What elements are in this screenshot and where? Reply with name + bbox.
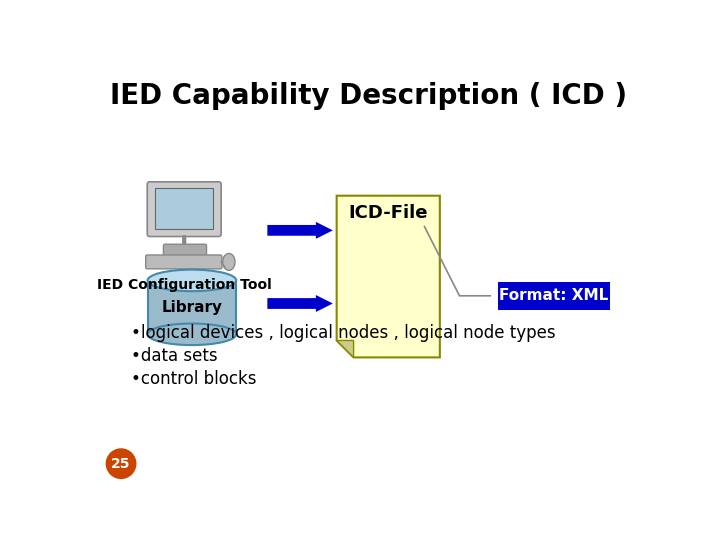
Text: •data sets: •data sets [130,347,217,365]
Polygon shape [267,295,333,312]
FancyBboxPatch shape [148,182,221,237]
Ellipse shape [148,269,236,291]
Text: •control blocks: •control blocks [130,370,256,388]
FancyBboxPatch shape [498,282,610,309]
Ellipse shape [148,323,236,345]
FancyBboxPatch shape [163,244,207,256]
Ellipse shape [222,253,235,271]
Text: Library: Library [161,300,222,315]
FancyBboxPatch shape [145,255,222,269]
Text: Format: XML: Format: XML [499,288,608,303]
Polygon shape [337,195,440,357]
Text: IED Configuration Tool: IED Configuration Tool [96,278,271,292]
Circle shape [106,448,137,479]
FancyBboxPatch shape [89,63,649,483]
Polygon shape [267,222,333,239]
Text: ICD-File: ICD-File [348,204,428,221]
Text: IED Capability Description ( ICD ): IED Capability Description ( ICD ) [110,82,628,110]
Polygon shape [337,340,354,357]
Text: 25: 25 [112,457,131,471]
FancyBboxPatch shape [148,280,236,334]
Text: •logical devices , logical nodes , logical node types: •logical devices , logical nodes , logic… [130,324,555,342]
FancyBboxPatch shape [155,188,212,229]
